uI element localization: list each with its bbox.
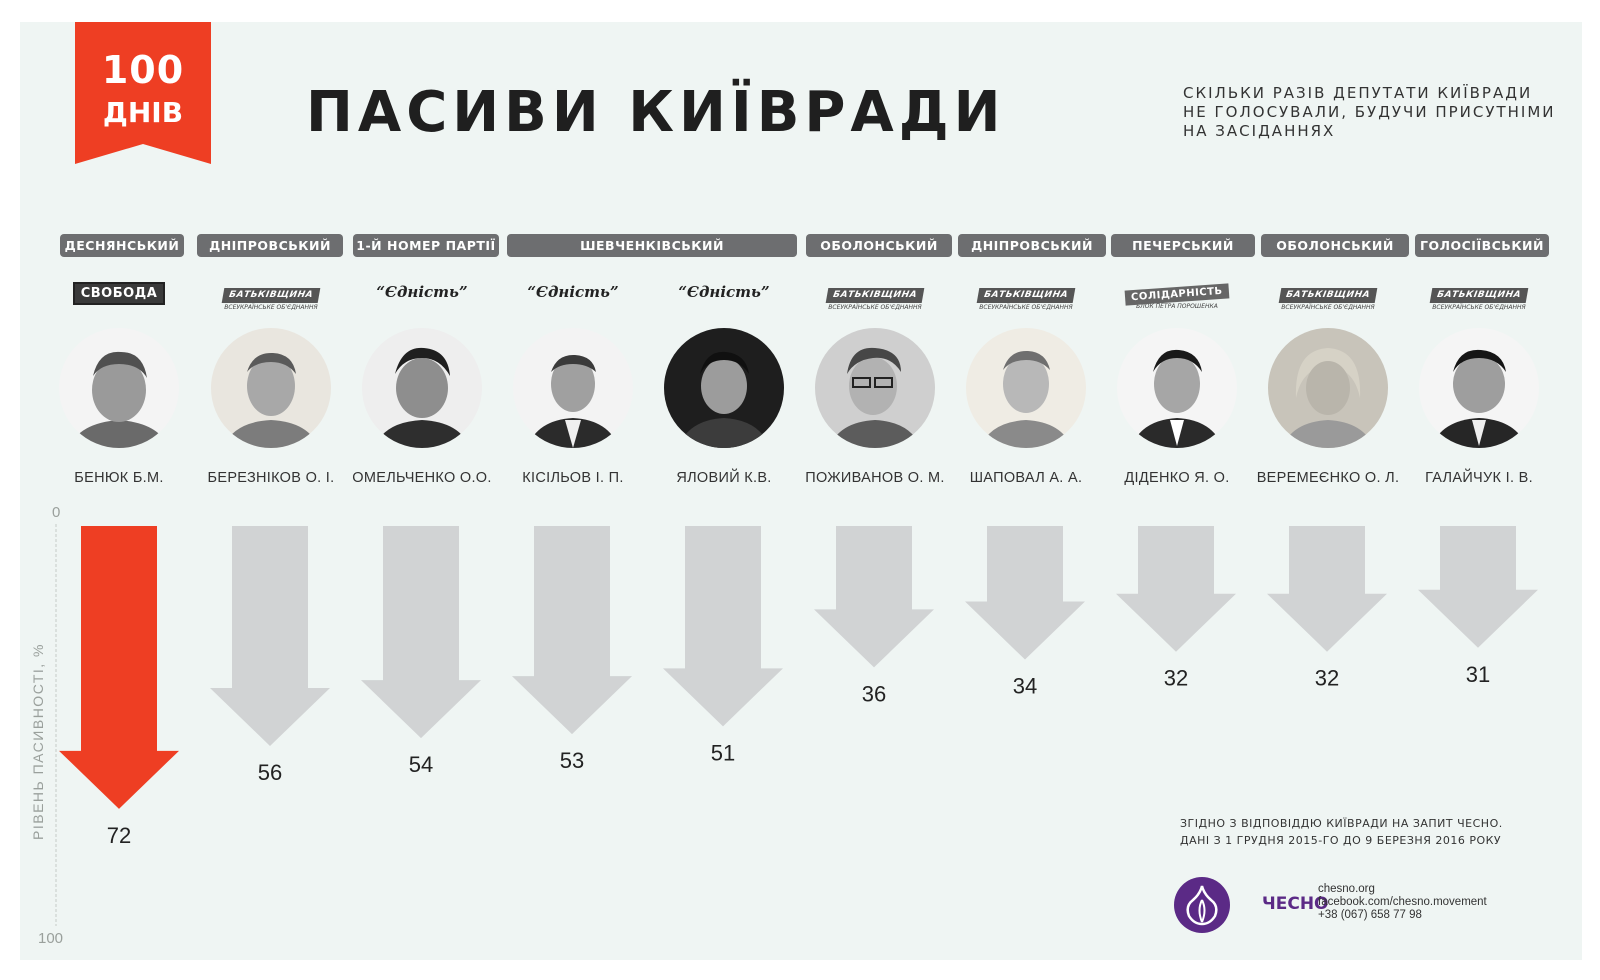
value-label: 36 (862, 681, 886, 706)
deputy-name: ДІДЕНКО Я. О. (1124, 470, 1230, 486)
district-label: ДНІПРОВСЬКИЙ (197, 234, 343, 257)
party-logo-batkivshchyna: БАТЬКІВЩИНА ВСЕУКРАЇНСЬКЕ ОБ'ЄДНАННЯ (966, 282, 1086, 311)
value-label: 51 (711, 740, 735, 765)
party-logo-text: “Єдність” (678, 283, 770, 301)
party-logo-text: СВОБОДА (72, 282, 166, 305)
party-logo-subtext: БЛОК ПЕТРА ПОРОШЕНКА (1136, 303, 1218, 310)
deputy-name: ГАЛАЙЧУК І. В. (1425, 470, 1533, 486)
party-logo-subtext: ВСЕУКРАЇНСЬКЕ ОБ'ЄДНАННЯ (828, 304, 922, 311)
district-label: ПЕЧЕРСЬКИЙ (1111, 234, 1255, 257)
party-logo-batkivshchyna: БАТЬКІВЩИНА ВСЕУКРАЇНСЬКЕ ОБ'ЄДНАННЯ (1268, 282, 1388, 311)
deputy-name: БЕРЕЗНІКОВ О. І. (207, 470, 335, 486)
100-days-badge: 100 ДНІВ (75, 22, 211, 164)
brand-contacts: chesno.org facebook.com/chesno.movement … (1318, 883, 1487, 922)
deputy-photo (664, 328, 784, 448)
district-label: ОБОЛОНСЬКИЙ (806, 234, 952, 257)
party-logo-yednist: “Єдність” (362, 282, 482, 306)
source-line: ДАНІ З 1 ГРУДНЯ 2015-ГО ДО 9 БЕРЕЗНЯ 201… (1180, 834, 1502, 847)
source-note: ЗГІДНО З ВІДПОВІДДЮ КИЇВРАДИ НА ЗАПИТ ЧЕ… (1180, 815, 1503, 849)
badge-unit: ДНІВ (102, 96, 184, 129)
deputy-photo (966, 328, 1086, 448)
value-arrow (361, 526, 481, 739)
background-panel (20, 22, 1582, 960)
page-title: ПАСИВИ КИЇВРАДИ (306, 80, 1006, 145)
party-logo-solidarnist: СОЛІДАРНІСТЬ БЛОК ПЕТРА ПОРОШЕНКА (1117, 282, 1237, 310)
source-line: ЗГІДНО З ВІДПОВІДДЮ КИЇВРАДИ НА ЗАПИТ ЧЕ… (1180, 817, 1503, 830)
district-label: 1-Й НОМЕР ПАРТІЇ (353, 234, 499, 257)
value-label: 34 (1013, 674, 1037, 699)
chesno-logo (1173, 876, 1231, 938)
value-label: 72 (107, 823, 131, 848)
party-logo-text: “Єдність” (376, 283, 468, 301)
value-arrow (663, 526, 783, 727)
party-logo-yednist: “Єдність” (664, 282, 784, 306)
y-tick-label: 100 (38, 930, 64, 947)
deputy-photo (1268, 328, 1388, 448)
party-logo-batkivshchyna: БАТЬКІВЩИНА ВСЕУКРАЇНСЬКЕ ОБ'ЄДНАННЯ (211, 282, 331, 311)
value-arrow (1418, 526, 1538, 648)
value-label: 32 (1315, 666, 1339, 691)
district-label: ШЕВЧЕНКІВСЬКИЙ (507, 234, 797, 257)
value-arrow (59, 526, 179, 809)
brand-facebook-link[interactable]: facebook.com/chesno.movement (1318, 896, 1487, 908)
deputy-name: КІСІЛЬОВ І. П. (522, 470, 624, 486)
party-logo-batkivshchyna: БАТЬКІВЩИНА ВСЕУКРАЇНСЬКЕ ОБ'ЄДНАННЯ (1419, 282, 1539, 311)
district-label: ДНІПРОВСЬКИЙ (958, 234, 1106, 257)
party-logo-subtext: ВСЕУКРАЇНСЬКЕ ОБ'ЄДНАННЯ (224, 304, 318, 311)
party-logo-subtext: ВСЕУКРАЇНСЬКЕ ОБ'ЄДНАННЯ (979, 304, 1073, 311)
party-logo-svoboda: СВОБОДА (59, 282, 179, 306)
page-subtitle: СКІЛЬКИ РАЗІВ ДЕПУТАТИ КИЇВРАДИ НЕ ГОЛОС… (1183, 84, 1556, 140)
party-logo-subtext: ВСЕУКРАЇНСЬКЕ ОБ'ЄДНАННЯ (1432, 304, 1526, 311)
deputy-name: ЯЛОВИЙ К.В. (676, 470, 772, 486)
deputy-name: ШАПОВАЛ А. А. (969, 470, 1083, 486)
value-arrow (512, 526, 632, 735)
party-logo-yednist: “Єдність” (513, 282, 633, 306)
y-tick-label: 0 (52, 504, 61, 521)
deputy-photo (1117, 328, 1237, 448)
party-logo-batkivshchyna: БАТЬКІВЩИНА ВСЕУКРАЇНСЬКЕ ОБ'ЄДНАННЯ (815, 282, 935, 311)
badge-number: 100 (101, 48, 185, 92)
value-label: 31 (1466, 662, 1490, 687)
value-arrow (965, 526, 1085, 660)
deputy-photo (513, 328, 633, 448)
deputy-photo (59, 328, 179, 448)
garlic-icon (1174, 877, 1230, 933)
value-arrow (1116, 526, 1236, 652)
brand-name: ЧЕСНО (1262, 894, 1329, 914)
value-arrow (210, 526, 330, 746)
deputy-name: ПОЖИВАНОВ О. М. (805, 470, 945, 486)
party-logo-text: “Єдність” (527, 283, 619, 301)
district-label: ГОЛОСІЇВСЬКИЙ (1415, 234, 1549, 257)
brand-phone: +38 (067) 658 77 98 (1318, 909, 1422, 921)
party-logo-subtext: ВСЕУКРАЇНСЬКЕ ОБ'ЄДНАННЯ (1281, 304, 1375, 311)
value-label: 32 (1164, 666, 1188, 691)
deputy-photo (1419, 328, 1539, 448)
value-label: 54 (409, 752, 433, 777)
value-label: 56 (258, 760, 282, 785)
brand-site-link[interactable]: chesno.org (1318, 883, 1375, 895)
district-label: ОБОЛОНСЬКИЙ (1261, 234, 1409, 257)
ribbon-shape (75, 22, 211, 164)
value-label: 53 (560, 748, 584, 773)
deputy-photo (211, 328, 331, 448)
deputy-name: ВЕРЕМЕЄНКО О. Л. (1256, 470, 1400, 486)
deputy-photo (815, 328, 935, 448)
value-arrow (1267, 526, 1387, 652)
deputy-name: ОМЕЛЬЧЕНКО О.О. (352, 470, 492, 486)
value-arrow (814, 526, 934, 668)
deputy-name: БЕНЮК Б.М. (74, 470, 164, 486)
deputy-photo (362, 328, 482, 448)
district-label: ДЕСНЯНСЬКИЙ (60, 234, 184, 257)
